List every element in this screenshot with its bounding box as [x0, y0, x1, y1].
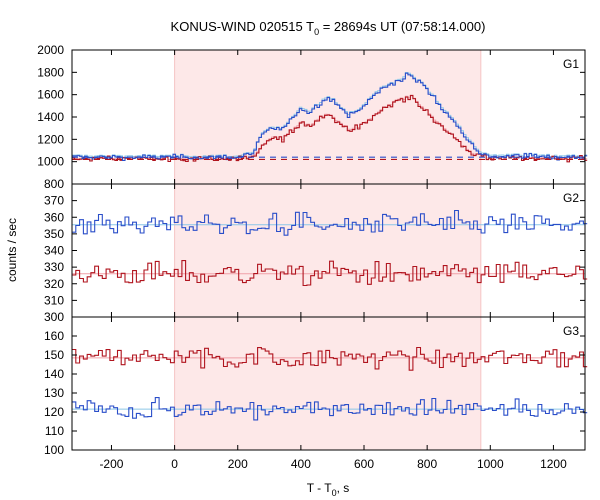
y-tick-label: 1600	[37, 88, 64, 102]
y-tick-label: 310	[44, 293, 64, 307]
y-tick-label: 1800	[37, 65, 64, 79]
y-tick-label: 1000	[37, 155, 64, 169]
x-axis-label: T - T0, s	[307, 481, 350, 498]
panel-g1-series	[72, 72, 588, 163]
g2-red-lightcurve	[72, 260, 588, 287]
x-tick-label: 0	[171, 457, 178, 471]
g3-blue-lightcurve	[72, 397, 588, 421]
panel-label-g2: G2	[563, 191, 579, 205]
y-tick-label: 150	[44, 348, 64, 362]
y-tick-label: 140	[44, 367, 64, 381]
g3-red-lightcurve	[72, 346, 588, 371]
x-tick-label: -200	[99, 457, 123, 471]
y-tick-label: 340	[44, 244, 64, 258]
x-tick-label: 200	[228, 457, 248, 471]
y-axis-label: counts / sec	[5, 218, 19, 282]
chart-title: KONUS-WIND 020515 T0 = 28694s UT (07:58:…	[171, 19, 486, 37]
y-tick-label: 120	[44, 405, 64, 419]
y-tick-label: 360	[44, 210, 64, 224]
y-tick-label: 110	[45, 424, 64, 438]
burst-interval-shading	[174, 50, 482, 450]
y-tick-label: 370	[44, 194, 64, 208]
y-tick-label: 100	[44, 443, 64, 457]
y-tick-label: 330	[44, 260, 64, 274]
x-tick-label: 1000	[477, 457, 504, 471]
panel-g2-series	[72, 209, 588, 287]
y-tick-label: 130	[44, 386, 64, 400]
g2-blue-lightcurve	[72, 209, 588, 236]
x-tick-label: 600	[354, 457, 374, 471]
panel-label-g1: G1	[563, 57, 579, 71]
y-tick-label: 320	[44, 277, 64, 291]
axis-labels: 800100012001400160018002000G130031032033…	[37, 43, 579, 471]
x-tick-label: 1200	[540, 457, 567, 471]
x-tick-label: 800	[417, 457, 437, 471]
y-tick-label: 300	[44, 310, 64, 324]
y-tick-label: 800	[44, 177, 64, 191]
burst-interval-region	[174, 50, 481, 450]
y-tick-label: 1400	[37, 110, 64, 124]
g1-blue-lightcurve	[72, 72, 588, 162]
x-tick-label: 400	[291, 457, 311, 471]
y-tick-label: 1200	[37, 132, 64, 146]
panel-label-g3: G3	[563, 324, 579, 338]
y-tick-label: 160	[44, 329, 64, 343]
panel-g3-frame	[71, 316, 586, 451]
y-tick-label: 350	[44, 227, 64, 241]
lightcurve-lines	[72, 72, 588, 421]
panel-g3-series	[72, 346, 588, 421]
panel-frames	[71, 49, 586, 451]
y-tick-label: 2000	[37, 43, 64, 57]
